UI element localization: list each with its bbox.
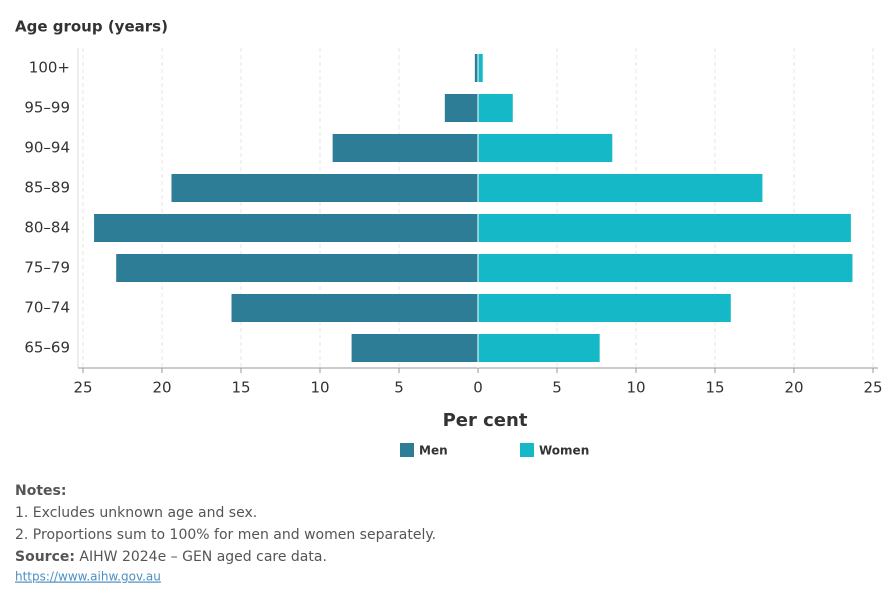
x-tick-label: 20 — [152, 379, 171, 397]
x-tick-label: 20 — [784, 379, 803, 397]
source-label: Source: — [15, 549, 75, 565]
y-tick-label: 85–89 — [24, 179, 70, 197]
bar — [478, 254, 853, 282]
source-text: AIHW 2024e – GEN aged care data. — [79, 549, 326, 565]
notes-heading: Notes: — [15, 483, 66, 499]
bar — [474, 54, 478, 82]
legend-swatch — [520, 443, 534, 457]
bar — [171, 174, 479, 202]
bar — [478, 94, 513, 122]
note: 2. Proportions sum to 100% for men and w… — [15, 527, 436, 543]
bar — [478, 214, 851, 242]
bar — [351, 334, 478, 362]
y-tick-label: 90–94 — [24, 139, 70, 157]
x-tick-label: 10 — [310, 379, 329, 397]
bar — [478, 294, 731, 322]
bar — [478, 134, 613, 162]
legend-label: Men — [419, 444, 448, 458]
y-tick-label: 100+ — [29, 59, 70, 77]
x-tick-label: 15 — [705, 379, 724, 397]
bar — [478, 174, 763, 202]
x-tick-label: 5 — [394, 379, 404, 397]
y-tick-label: 70–74 — [24, 299, 70, 317]
note: 1. Excludes unknown age and sex. — [15, 505, 257, 521]
bar — [478, 334, 600, 362]
y-tick-label: 65–69 — [24, 339, 70, 357]
x-axis-label: Per cent — [443, 410, 528, 431]
bar — [231, 294, 478, 322]
bar — [444, 94, 478, 122]
x-tick-label: 5 — [552, 379, 562, 397]
x-tick-label: 25 — [863, 379, 882, 397]
x-tick-label: 15 — [231, 379, 250, 397]
chart-title: Age group (years) — [15, 18, 168, 36]
bar — [94, 214, 478, 242]
legend-swatch — [400, 443, 414, 457]
x-tick-label: 25 — [73, 379, 92, 397]
source: Source: AIHW 2024e – GEN aged care data. — [15, 549, 327, 565]
legend-label: Women — [539, 444, 589, 458]
link[interactable]: https://www.aihw.gov.au — [15, 570, 161, 584]
x-tick-label: 10 — [626, 379, 645, 397]
bar — [332, 134, 478, 162]
bar — [478, 54, 483, 82]
y-tick-label: 95–99 — [24, 99, 70, 117]
y-tick-label: 80–84 — [24, 219, 70, 237]
bar — [116, 254, 479, 282]
y-tick-label: 75–79 — [24, 259, 70, 277]
x-tick-label: 0 — [473, 379, 483, 397]
